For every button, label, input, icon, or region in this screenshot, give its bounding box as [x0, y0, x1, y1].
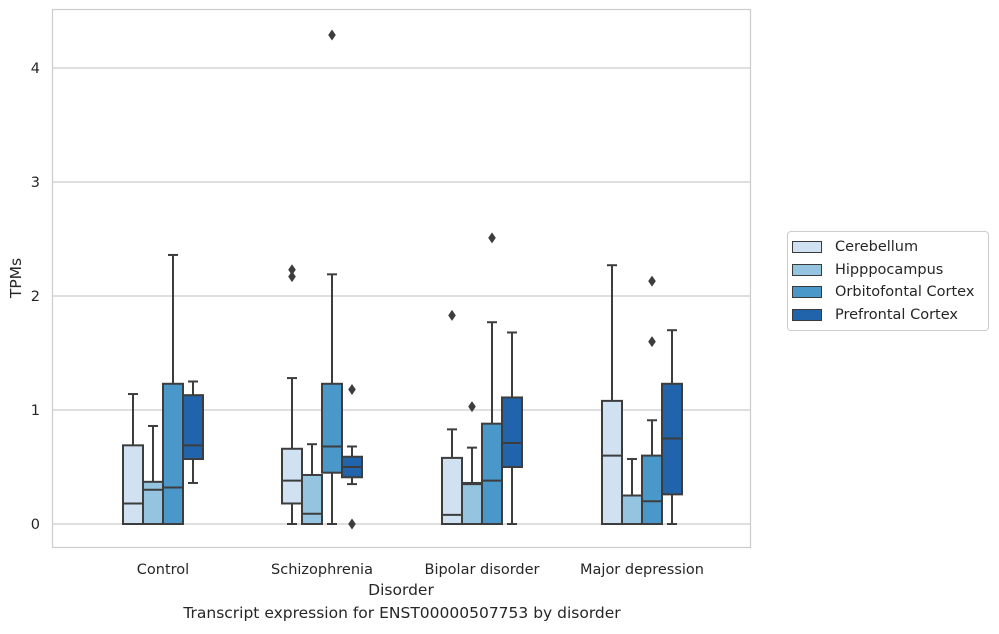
box-hipppocampus — [621, 458, 643, 525]
box-hipppocampus — [301, 443, 323, 526]
legend-label: Cerebellum — [835, 239, 919, 256]
box-body — [122, 444, 144, 525]
outlier-point — [448, 309, 456, 321]
outlier-point — [328, 29, 336, 41]
box-body — [162, 382, 184, 525]
box-body — [182, 394, 204, 461]
x-tick-label: Schizophrenia — [271, 562, 373, 578]
outlier-point — [488, 232, 496, 244]
box-body — [501, 396, 523, 468]
box-prefrontal-cortex — [341, 383, 363, 530]
y-tick-label: 4 — [31, 61, 40, 77]
legend-item: Prefrontal Cortex — [788, 304, 988, 327]
y-tick-label: 2 — [31, 289, 40, 305]
box-body — [481, 422, 503, 525]
box-body — [281, 447, 303, 505]
box-cerebellum — [281, 264, 303, 525]
legend-item: Orbitofontal Cortex — [788, 281, 988, 304]
legend-item: Cerebellum — [788, 236, 988, 259]
legend-swatch — [792, 308, 822, 321]
box-prefrontal-cortex — [501, 331, 523, 525]
box-cerebellum — [601, 264, 623, 526]
box-orbitofontal-cortex — [321, 29, 343, 525]
x-tick-label: Major depression — [580, 562, 704, 578]
legend-label: Orbitofontal Cortex — [835, 284, 975, 301]
outlier-point — [288, 271, 296, 283]
legend-swatch — [792, 263, 822, 276]
box-orbitofontal-cortex — [481, 232, 503, 525]
y-tick-label: 1 — [31, 403, 40, 419]
box-body — [461, 481, 483, 525]
legend-label: Hipppocampus — [835, 261, 944, 278]
x-tick-label: Bipolar disorder — [425, 562, 540, 578]
chart-caption: Transcript expression for ENST0000050775… — [183, 604, 621, 622]
y-axis-label: TPMs — [7, 258, 25, 299]
x-tick-label: Control — [137, 562, 189, 578]
outlier-point — [648, 336, 656, 348]
box-body — [601, 399, 623, 526]
legend: Cerebellum Hipppocampus Orbitofontal Corte… — [787, 231, 989, 331]
legend-label: Prefrontal Cortex — [835, 306, 958, 323]
y-tick-label: 3 — [31, 175, 40, 191]
y-tick-label: 0 — [31, 517, 40, 533]
outlier-point — [348, 383, 356, 395]
box-orbitofontal-cortex — [641, 275, 663, 526]
box-prefrontal-cortex — [661, 329, 683, 525]
outlier-point — [288, 264, 296, 276]
box-body — [142, 480, 164, 526]
outlier-point — [648, 275, 656, 287]
box-body — [321, 382, 343, 474]
outlier-point — [468, 401, 476, 413]
legend-swatch — [792, 286, 822, 299]
box-body — [641, 454, 663, 526]
legend-swatch — [792, 241, 822, 254]
box-hipppocampus — [461, 401, 483, 525]
outlier-point — [348, 518, 356, 530]
box-prefrontal-cortex — [182, 380, 204, 484]
box-orbitofontal-cortex — [162, 253, 184, 525]
legend-item: Hipppocampus — [788, 259, 988, 282]
box-body — [621, 494, 643, 525]
x-axis-label: Disorder — [368, 581, 434, 599]
box-body — [301, 473, 323, 526]
